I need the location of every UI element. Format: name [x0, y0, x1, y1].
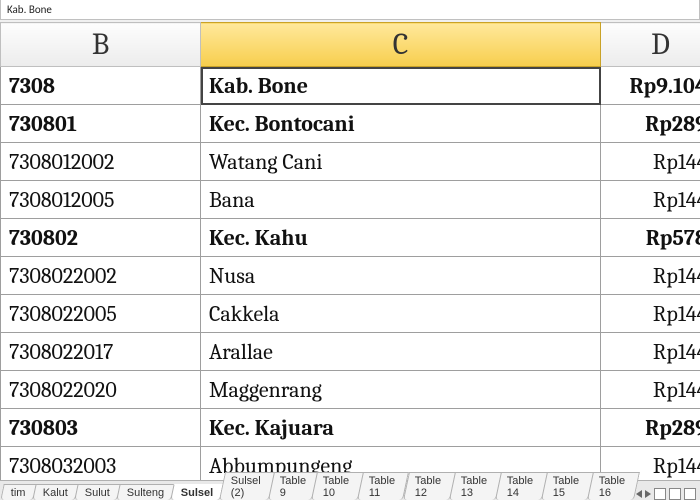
sheet-tab-label: tim — [11, 487, 26, 499]
sheet-tab-label: Table 13 — [461, 475, 490, 499]
formula-bar[interactable]: Kab. Bone — [0, 0, 700, 20]
cell[interactable]: Rp289. — [601, 105, 700, 143]
column-header-d[interactable]: D — [601, 23, 700, 67]
cell[interactable]: Rp9.104. — [601, 67, 700, 105]
cell[interactable]: 7308022020 — [1, 371, 201, 409]
column-header-c[interactable]: C — [201, 23, 601, 67]
cell[interactable]: Kec. Bontocani — [201, 105, 601, 143]
cell[interactable]: Rp144. — [601, 181, 700, 219]
sheet-tab-label: Table 11 — [369, 475, 397, 499]
cell[interactable]: 7308012005 — [1, 181, 201, 219]
cell[interactable]: Rp144. — [601, 143, 700, 181]
sheet-tab-label: Table 16 — [599, 475, 628, 499]
cell[interactable]: Nusa — [201, 257, 601, 295]
cell[interactable]: 730801 — [1, 105, 201, 143]
tab-scroll-left-icon[interactable] — [636, 490, 642, 498]
cell[interactable]: Rp144. — [601, 333, 700, 371]
cell[interactable]: Kab. Bone — [201, 67, 601, 105]
cell[interactable]: 7308022002 — [1, 257, 201, 295]
cell[interactable]: Kec. Kajuara — [201, 409, 601, 447]
sheet-tab-label: Sulsel — [181, 487, 213, 499]
sheet-tab-label: Sulteng — [127, 487, 164, 499]
formula-bar-text: Kab. Bone — [7, 3, 52, 16]
sheet-tab[interactable]: Table 14 — [495, 472, 548, 500]
sheet-tab[interactable]: Sulsel (2) — [219, 472, 275, 500]
sheet-tab-label: Table 10 — [323, 475, 352, 499]
tab-scroll-right-icon[interactable] — [645, 490, 651, 498]
view-layout-icon[interactable] — [669, 488, 681, 500]
table-row: 7308022017ArallaeRp144. — [1, 333, 700, 371]
sheet-tab[interactable]: Table 15 — [541, 472, 594, 500]
sheet-tab[interactable]: Sulteng — [116, 484, 175, 500]
cell[interactable]: Maggenrang — [201, 371, 601, 409]
table-row: 7308022005CakkelaRp144. — [1, 295, 700, 333]
table-row: 7308Kab. BoneRp9.104. — [1, 67, 700, 105]
column-header-row: BCD — [1, 23, 700, 67]
sheet-tab-label: Table 9 — [280, 475, 306, 499]
cell[interactable]: Rp144. — [601, 371, 700, 409]
table-row: 730801Kec. BontocaniRp289. — [1, 105, 700, 143]
table-row: 7308022002NusaRp144. — [1, 257, 700, 295]
sheet-tab[interactable]: Sulut — [74, 484, 120, 500]
cell[interactable]: 7308032003 — [1, 447, 201, 481]
view-pagebreak-icon[interactable] — [684, 488, 696, 500]
cell[interactable]: 730803 — [1, 409, 201, 447]
cell[interactable]: Arallae — [201, 333, 601, 371]
table-row: 7308012002Watang CaniRp144. — [1, 143, 700, 181]
cell[interactable]: Rp144. — [601, 295, 700, 333]
cell[interactable]: Cakkela — [201, 295, 601, 333]
sheet-tab-label: Table 14 — [507, 475, 536, 499]
cell[interactable]: 7308022017 — [1, 333, 201, 371]
cell[interactable]: Kec. Kahu — [201, 219, 601, 257]
table-row: 730802Kec. KahuRp578. — [1, 219, 700, 257]
sheet-tab-bar: tim KalutSulutSultengSulselSulsel (2)Tab… — [0, 480, 700, 500]
cell[interactable]: Watang Cani — [201, 143, 601, 181]
sheet-tab[interactable]: Kalut — [32, 484, 78, 500]
sheet-tab[interactable]: Table 10 — [311, 472, 364, 500]
sheet-tab-label: Table 12 — [415, 475, 444, 499]
cell[interactable]: 730802 — [1, 219, 201, 257]
sheet-tab[interactable]: Sulsel — [170, 484, 224, 500]
grid-table: BCD 7308Kab. BoneRp9.104.730801Kec. Bont… — [0, 22, 700, 480]
cell[interactable]: 7308022005 — [1, 295, 201, 333]
sheet-tab-label: Table 15 — [553, 475, 582, 499]
sheet-tab-label: Sulut — [85, 487, 110, 499]
cell[interactable]: Bana — [201, 181, 601, 219]
cell[interactable]: Rp144. — [601, 257, 700, 295]
sheet-tab[interactable]: Table 12 — [403, 472, 456, 500]
sheet-tab-label: Kalut — [42, 487, 67, 499]
worksheet-grid[interactable]: BCD 7308Kab. BoneRp9.104.730801Kec. Bont… — [0, 22, 700, 480]
tab-nav-controls — [636, 488, 700, 500]
cell[interactable]: Rp289. — [601, 409, 700, 447]
column-header-b[interactable]: B — [1, 23, 201, 67]
sheet-tab[interactable]: Table 16 — [587, 472, 640, 500]
table-row: 7308012005BanaRp144. — [1, 181, 700, 219]
view-normal-icon[interactable] — [654, 488, 666, 500]
table-row: 730803Kec. KajuaraRp289. — [1, 409, 700, 447]
cell[interactable]: 7308 — [1, 67, 201, 105]
sheet-tab[interactable]: Table 11 — [357, 472, 409, 500]
sheet-tab-label: Sulsel (2) — [230, 475, 262, 499]
sheet-tab-fragment[interactable]: tim — [0, 484, 36, 500]
cell[interactable]: 7308012002 — [1, 143, 201, 181]
cell[interactable]: Rp578. — [601, 219, 700, 257]
sheet-tab[interactable]: Table 13 — [449, 472, 502, 500]
table-row: 7308022020MaggenrangRp144. — [1, 371, 700, 409]
